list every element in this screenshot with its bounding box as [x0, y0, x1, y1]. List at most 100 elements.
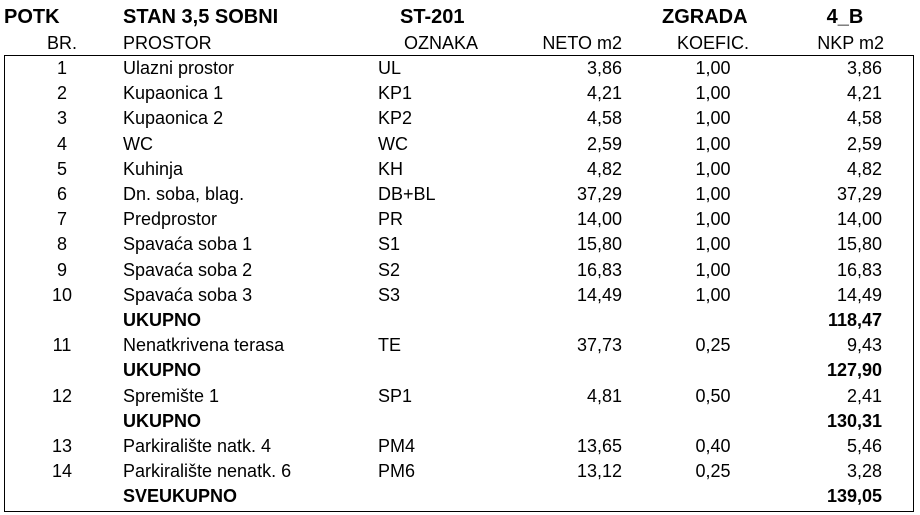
cell-prostor: Spremište 1 [123, 385, 220, 406]
cell-nkp: 4,21 [846, 83, 882, 104]
cell-oznaka: DB+BL [378, 184, 436, 204]
cell-oznaka: S3 [378, 284, 401, 305]
cell-koef: 1,00 [695, 259, 731, 280]
cell-prostor: Spavaća soba 3 [123, 284, 253, 305]
cell-br: 7 [56, 209, 68, 230]
cell-koef: 1,00 [695, 83, 731, 104]
cell-prostor: Spavaća soba 1 [123, 234, 253, 255]
cell-oznaka: S2 [378, 259, 401, 280]
total-label: UKUPNO [123, 360, 202, 381]
cell-oznaka: UL [378, 58, 402, 78]
total-value: 139,05 [826, 486, 882, 507]
cell-neto: 37,73 [576, 335, 622, 356]
oznaka: ST-201 [400, 6, 465, 28]
cell-br: 3 [56, 108, 68, 129]
cell-nkp: 14,00 [836, 209, 882, 230]
cell-oznaka: TE [378, 335, 402, 356]
cell-prostor: Spavaća soba 2 [123, 259, 253, 280]
cell-koef: 1,00 [695, 234, 731, 255]
cell-neto: 15,80 [576, 234, 622, 255]
cell-neto: 4,81 [586, 385, 622, 406]
cell-oznaka: PM4 [378, 436, 416, 456]
stan: STAN 3,5 SOBNI [123, 6, 279, 28]
cell-neto: 4,82 [586, 158, 622, 179]
cell-nkp: 3,86 [846, 58, 882, 78]
cell-br: 4 [56, 133, 68, 154]
cell-oznaka: SP1 [378, 385, 413, 406]
cell-br: 11 [52, 335, 72, 356]
cell-koef: 1,00 [695, 58, 731, 78]
cell-prostor: Ulazni prostor [123, 58, 235, 78]
col-header: PROSTOR [123, 33, 212, 53]
total-value: 127,90 [826, 360, 882, 381]
cell-br: 9 [56, 259, 68, 280]
total-value: 118,47 [827, 310, 882, 330]
cell-br: 2 [56, 83, 68, 104]
cell-oznaka: WC [378, 133, 408, 154]
cell-koef: 0,50 [695, 385, 731, 406]
cell-neto: 13,65 [576, 436, 622, 456]
cell-neto: 14,49 [576, 284, 622, 305]
cell-prostor: Parkiralište natk. 4 [123, 436, 272, 456]
cell-oznaka: S1 [378, 234, 401, 255]
cell-prostor: Dn. soba, blag. [123, 184, 245, 204]
total-label: SVEUKUPNO [123, 486, 238, 507]
cell-neto: 4,58 [586, 108, 622, 129]
cell-prostor: Parkiralište nenatk. 6 [123, 461, 292, 482]
total-value: 130,31 [826, 410, 882, 431]
cell-oznaka: PR [378, 209, 404, 230]
cell-nkp: 2,59 [846, 133, 882, 154]
cell-koef: 1,00 [695, 284, 731, 305]
cell-nkp: 15,80 [836, 234, 882, 255]
cell-nkp: 37,29 [836, 184, 882, 204]
cell-prostor: Predprostor [123, 209, 218, 230]
cell-br: 5 [56, 158, 68, 179]
zgrada-id: 4_B [826, 6, 864, 28]
col-header: OZNAKA [404, 33, 479, 53]
cell-nkp: 3,28 [846, 461, 882, 482]
cell-oznaka: KH [378, 158, 404, 179]
cell-koef: 0,25 [695, 335, 731, 356]
cell-koef: 0,40 [695, 436, 731, 456]
cell-oznaka: KP2 [378, 108, 413, 129]
cell-br: 14 [51, 461, 73, 482]
col-header: NETO m2 [542, 33, 622, 53]
cell-nkp: 4,82 [846, 158, 882, 179]
cell-prostor: Kupaonica 2 [123, 108, 224, 129]
cell-nkp: 4,58 [846, 108, 882, 129]
cell-nkp: 9,43 [846, 335, 882, 356]
cell-oznaka: PM6 [378, 461, 416, 482]
col-header: NKP m2 [817, 33, 884, 53]
cell-nkp: 16,83 [836, 259, 882, 280]
cell-br: 12 [51, 385, 73, 406]
cell-koef: 1,00 [695, 158, 731, 179]
cell-br: 10 [51, 284, 73, 305]
cell-prostor: Nenatkrivena terasa [123, 335, 285, 356]
cell-nkp: 2,41 [846, 385, 882, 406]
cell-br: 8 [56, 234, 68, 255]
cell-prostor: Kuhinja [123, 158, 184, 179]
zgrada: ZGRADA [662, 6, 748, 28]
cell-br: 13 [51, 436, 73, 456]
col-header: KOEFIC. [676, 33, 750, 53]
cell-oznaka: KP1 [378, 83, 413, 104]
cell-koef: 1,00 [695, 184, 731, 204]
cell-neto: 37,29 [576, 184, 622, 204]
cell-koef: 1,00 [695, 108, 731, 129]
cell-br: 1 [56, 58, 68, 78]
total-label: UKUPNO [123, 310, 202, 330]
cell-br: 6 [56, 184, 68, 204]
cell-neto: 2,59 [586, 133, 622, 154]
cell-neto: 4,21 [586, 83, 622, 104]
cell-prostor: Kupaonica 1 [123, 83, 224, 104]
cell-neto: 14,00 [576, 209, 622, 230]
cell-nkp: 5,46 [846, 436, 882, 456]
total-label: UKUPNO [123, 410, 202, 431]
cell-neto: 16,83 [576, 259, 622, 280]
cell-koef: 0,25 [695, 461, 731, 482]
cell-nkp: 14,49 [836, 284, 882, 305]
cell-koef: 1,00 [695, 133, 731, 154]
cell-koef: 1,00 [695, 209, 731, 230]
cell-neto: 13,12 [576, 461, 622, 482]
